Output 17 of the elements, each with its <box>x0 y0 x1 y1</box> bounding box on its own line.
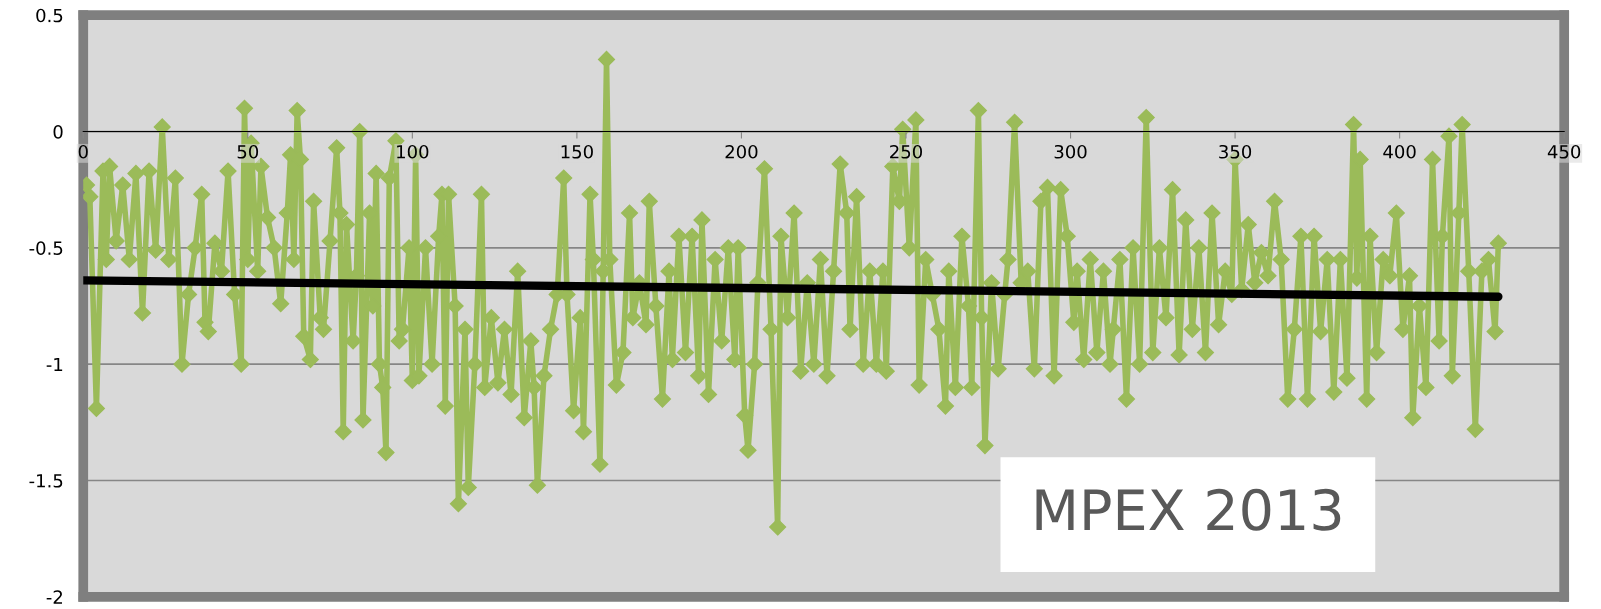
x-tick-label: 450 <box>1547 144 1581 159</box>
x-tick-label: 300 <box>1054 144 1087 159</box>
y-tick-label: 0 <box>53 125 63 139</box>
x-tick-label: 350 <box>1219 144 1252 159</box>
y-tick-label: -0.5 <box>29 241 63 255</box>
annotation: MPEX 2013 <box>1036 488 1341 531</box>
y-tick-label: -1 <box>46 357 63 372</box>
x-tick-label: 50 <box>237 144 259 159</box>
x-tick-label: 200 <box>725 144 758 159</box>
y-tick-label: 0.5 <box>36 8 63 23</box>
y-tick-label: -2 <box>46 590 62 604</box>
x-tick-label: 150 <box>561 144 593 159</box>
x-tick-label: 400 <box>1383 144 1416 159</box>
x-tick-label: 100 <box>397 144 429 159</box>
y-tick-label: -1.5 <box>29 474 63 488</box>
x-tick-label: 250 <box>890 144 923 159</box>
x-tick-label: 0 <box>78 144 88 159</box>
